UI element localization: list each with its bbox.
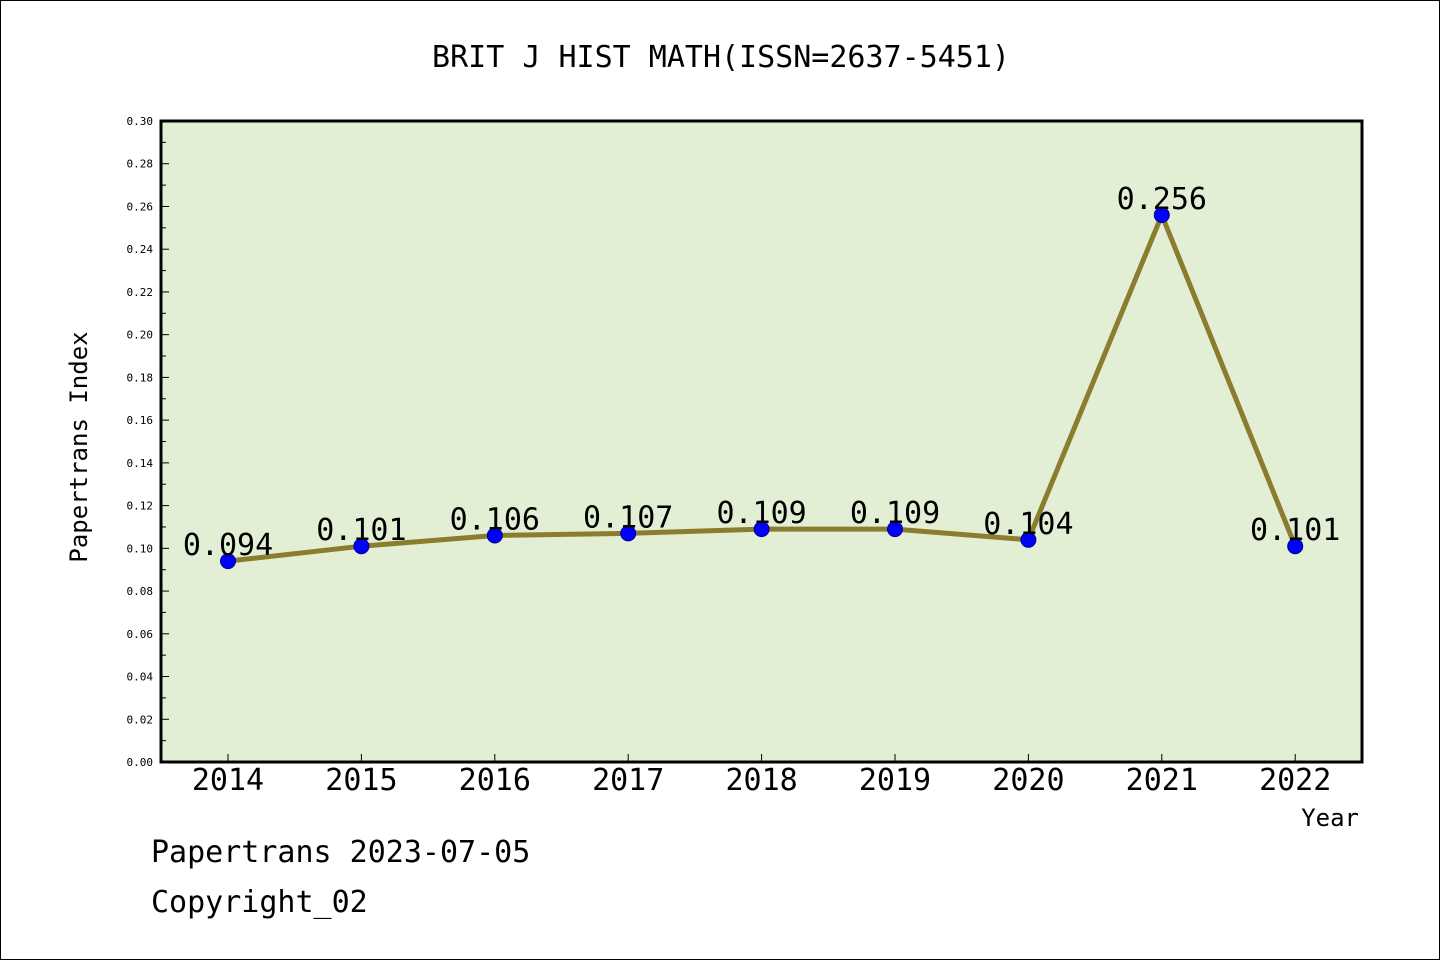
data-point: [353, 538, 370, 555]
x-tick-label: 2017: [592, 763, 664, 798]
footer-copyright: Copyright_02: [151, 885, 368, 920]
data-point: [887, 521, 903, 538]
x-axis: 2014 2015 2016 2017 2018 2019 2020 2021 2022: [192, 754, 1331, 798]
y-tick-label: 0.26: [127, 200, 154, 213]
y-axis-label: Papertrans Index: [65, 331, 93, 562]
x-tick-label: 2021: [1126, 763, 1198, 798]
data-label: 0.104: [983, 507, 1073, 542]
y-tick-label: 0.10: [127, 542, 154, 555]
y-axis: 0.00 0.02 0.04 0.06 0.08 0.10 0.12 0.14 0.16 0.18…: [127, 115, 169, 769]
x-tick-label: 2015: [325, 763, 397, 798]
plot-area: [159, 119, 1364, 764]
x-tick-label: 2020: [992, 763, 1064, 798]
data-point: [220, 553, 236, 570]
data-point: [1153, 207, 1170, 224]
y-tick-label: 0.12: [127, 500, 154, 513]
data-label: 0.109: [716, 496, 806, 531]
y-tick-label: 0.16: [127, 414, 154, 427]
data-label: 0.101: [316, 513, 406, 548]
data-label: 0.094: [183, 528, 273, 563]
series-layer: 0.094 0.101 0.106 0.107 0.109 0.109 0.104 0.256…: [183, 182, 1340, 570]
data-label: 0.106: [450, 503, 540, 538]
x-tick-label: 2018: [725, 763, 797, 798]
y-tick-label: 0.02: [127, 713, 154, 726]
y-tick-label: 0.28: [127, 158, 154, 171]
data-label: 0.107: [583, 500, 673, 535]
x-axis-label: Year: [1301, 804, 1359, 832]
data-point: [620, 525, 637, 542]
data-label: 0.101: [1250, 513, 1340, 548]
data-point: [1020, 531, 1037, 548]
data-point: [753, 521, 770, 538]
y-tick-label: 0.30: [127, 115, 154, 128]
y-tick-label: 0.22: [127, 286, 154, 299]
y-tick-label: 0.14: [127, 457, 154, 470]
data-label: 0.109: [850, 496, 940, 531]
x-tick-label: 2022: [1259, 763, 1331, 798]
y-tick-label: 0.00: [127, 756, 154, 769]
data-point: [486, 527, 503, 544]
y-tick-label: 0.18: [127, 371, 154, 384]
data-point: [1287, 538, 1304, 555]
data-label: 0.256: [1117, 182, 1207, 217]
chart-title: BRIT J HIST MATH(ISSN=2637-5451): [432, 40, 1010, 75]
y-tick-label: 0.08: [127, 585, 154, 598]
x-tick-label: 2016: [459, 763, 531, 798]
footer-date: Papertrans 2023-07-05: [151, 835, 531, 870]
y-tick-label: 0.20: [127, 329, 154, 342]
y-tick-label: 0.06: [127, 628, 154, 641]
y-tick-label: 0.24: [127, 243, 154, 256]
y-tick-label: 0.04: [127, 671, 154, 684]
x-tick-label: 2019: [859, 763, 931, 798]
x-tick-label: 2014: [192, 763, 264, 798]
